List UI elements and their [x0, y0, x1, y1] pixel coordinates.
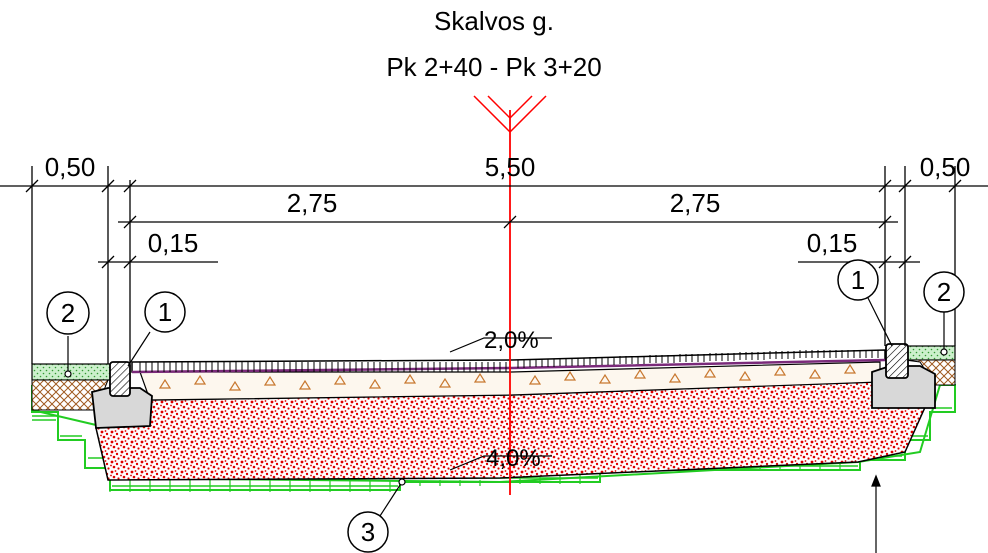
street-title: Skalvos g.	[434, 6, 554, 36]
chainage-title: Pk 2+40 - Pk 3+20	[386, 52, 601, 82]
svg-text:1: 1	[158, 297, 172, 327]
curb-left	[91, 361, 153, 429]
callout-topsoil-left: 2	[46, 291, 90, 335]
slope-leaders	[449, 337, 552, 471]
dimension-lines	[0, 166, 988, 364]
road-axis	[473, 95, 547, 495]
callout-curb-right: 1	[837, 259, 879, 301]
dim-total-width: 5,50	[485, 152, 536, 182]
dim-curb-right: 0,15	[807, 228, 858, 258]
callout-curb-left: 1	[144, 291, 186, 333]
dim-verge-left: 0,50	[45, 152, 96, 182]
dim-half-left: 2,75	[287, 188, 338, 218]
subgrade-slope-label: 4,0%	[486, 445, 541, 472]
svg-text:2: 2	[61, 298, 75, 328]
callout-dots	[64, 348, 948, 486]
dim-curb-left: 0,15	[148, 228, 199, 258]
callout-topsoil-right: 2	[923, 271, 965, 313]
svg-text:3: 3	[361, 517, 375, 547]
dim-half-right: 2,75	[670, 188, 721, 218]
callout-leaders	[67, 297, 945, 553]
svg-text:2: 2	[937, 277, 951, 307]
surface-slope-label: 2,0%	[484, 327, 539, 354]
svg-text:1: 1	[851, 265, 865, 295]
dim-verge-right: 0,50	[920, 152, 971, 182]
callout-subbase: 3	[347, 511, 389, 553]
curb-right	[871, 343, 936, 409]
asphalt-surface	[131, 349, 886, 374]
